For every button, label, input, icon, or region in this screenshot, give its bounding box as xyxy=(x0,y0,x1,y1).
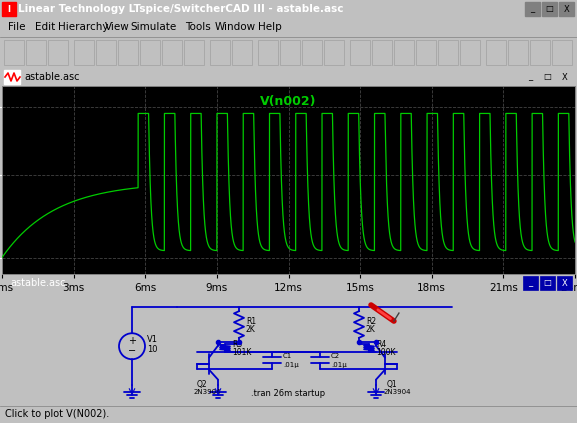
Bar xyxy=(508,40,528,65)
Bar xyxy=(540,276,555,290)
Text: R4: R4 xyxy=(376,341,386,349)
Text: 2N3904: 2N3904 xyxy=(194,389,222,395)
Text: 10: 10 xyxy=(147,345,158,354)
Text: _: _ xyxy=(530,5,535,14)
Bar xyxy=(557,276,572,290)
Text: X: X xyxy=(561,278,567,288)
Bar xyxy=(258,40,278,65)
Text: astable.asc: astable.asc xyxy=(10,278,66,288)
Text: □: □ xyxy=(544,278,552,288)
Text: 100K: 100K xyxy=(376,348,395,357)
Text: Hierarchy: Hierarchy xyxy=(58,22,108,32)
Text: C2: C2 xyxy=(331,353,340,359)
Bar xyxy=(540,70,555,84)
Bar xyxy=(559,2,574,16)
Text: Tools: Tools xyxy=(185,22,211,32)
Text: Q1: Q1 xyxy=(387,380,398,389)
Bar xyxy=(438,40,458,65)
Text: Q2: Q2 xyxy=(197,380,208,389)
Text: V(n002): V(n002) xyxy=(260,96,317,108)
Text: Linear Technology LTspice/SwitcherCAD III - astable.asc: Linear Technology LTspice/SwitcherCAD II… xyxy=(18,4,343,14)
Bar xyxy=(2,2,16,16)
Text: 2N3904: 2N3904 xyxy=(384,389,411,395)
Text: 101K: 101K xyxy=(232,348,252,357)
Text: X: X xyxy=(561,72,567,82)
Bar xyxy=(162,40,182,65)
Text: □: □ xyxy=(544,72,552,82)
Bar xyxy=(4,40,24,65)
Text: C1: C1 xyxy=(283,353,292,359)
Text: .01µ: .01µ xyxy=(283,362,299,368)
Bar xyxy=(536,408,553,421)
Bar xyxy=(26,40,46,65)
Text: X: X xyxy=(564,5,569,14)
Bar xyxy=(525,2,540,16)
Bar xyxy=(530,40,550,65)
Bar xyxy=(523,276,538,290)
Bar xyxy=(302,40,322,65)
Text: View: View xyxy=(105,22,130,32)
Bar xyxy=(74,40,94,65)
Bar xyxy=(232,40,252,65)
Text: File: File xyxy=(8,22,25,32)
Text: Click to plot V(N002).: Click to plot V(N002). xyxy=(5,409,109,419)
Text: −: − xyxy=(128,346,136,356)
Text: _: _ xyxy=(529,278,533,288)
Bar xyxy=(542,2,557,16)
Bar xyxy=(416,40,436,65)
Bar xyxy=(324,40,344,65)
Bar xyxy=(210,40,230,65)
Bar xyxy=(552,40,572,65)
Bar xyxy=(523,70,538,84)
Text: .tran 26m startup: .tran 26m startup xyxy=(252,389,325,398)
Text: V1: V1 xyxy=(147,335,158,344)
Bar xyxy=(350,40,370,65)
Bar xyxy=(555,408,572,421)
Bar xyxy=(394,40,414,65)
Text: _: _ xyxy=(529,72,533,82)
Bar xyxy=(460,40,480,65)
Text: 2K: 2K xyxy=(246,325,256,334)
Bar xyxy=(184,40,204,65)
Text: R3: R3 xyxy=(232,341,242,349)
Bar xyxy=(4,70,20,84)
Text: I: I xyxy=(8,5,10,14)
Text: Simulate: Simulate xyxy=(130,22,176,32)
Text: +: + xyxy=(128,336,136,346)
Text: .01µ: .01µ xyxy=(331,362,347,368)
Bar xyxy=(48,40,68,65)
Text: Edit: Edit xyxy=(35,22,55,32)
Bar xyxy=(372,40,392,65)
Text: Help: Help xyxy=(258,22,282,32)
Bar xyxy=(280,40,300,65)
Text: Window: Window xyxy=(215,22,256,32)
Bar xyxy=(557,70,572,84)
Bar xyxy=(517,408,534,421)
Text: astable.asc: astable.asc xyxy=(24,72,80,82)
Text: R2: R2 xyxy=(366,317,376,326)
Bar xyxy=(140,40,160,65)
Bar xyxy=(486,40,506,65)
Text: □: □ xyxy=(546,5,553,14)
Text: 2K: 2K xyxy=(366,325,376,334)
Text: R1: R1 xyxy=(246,317,256,326)
Bar xyxy=(118,40,138,65)
Bar xyxy=(96,40,116,65)
